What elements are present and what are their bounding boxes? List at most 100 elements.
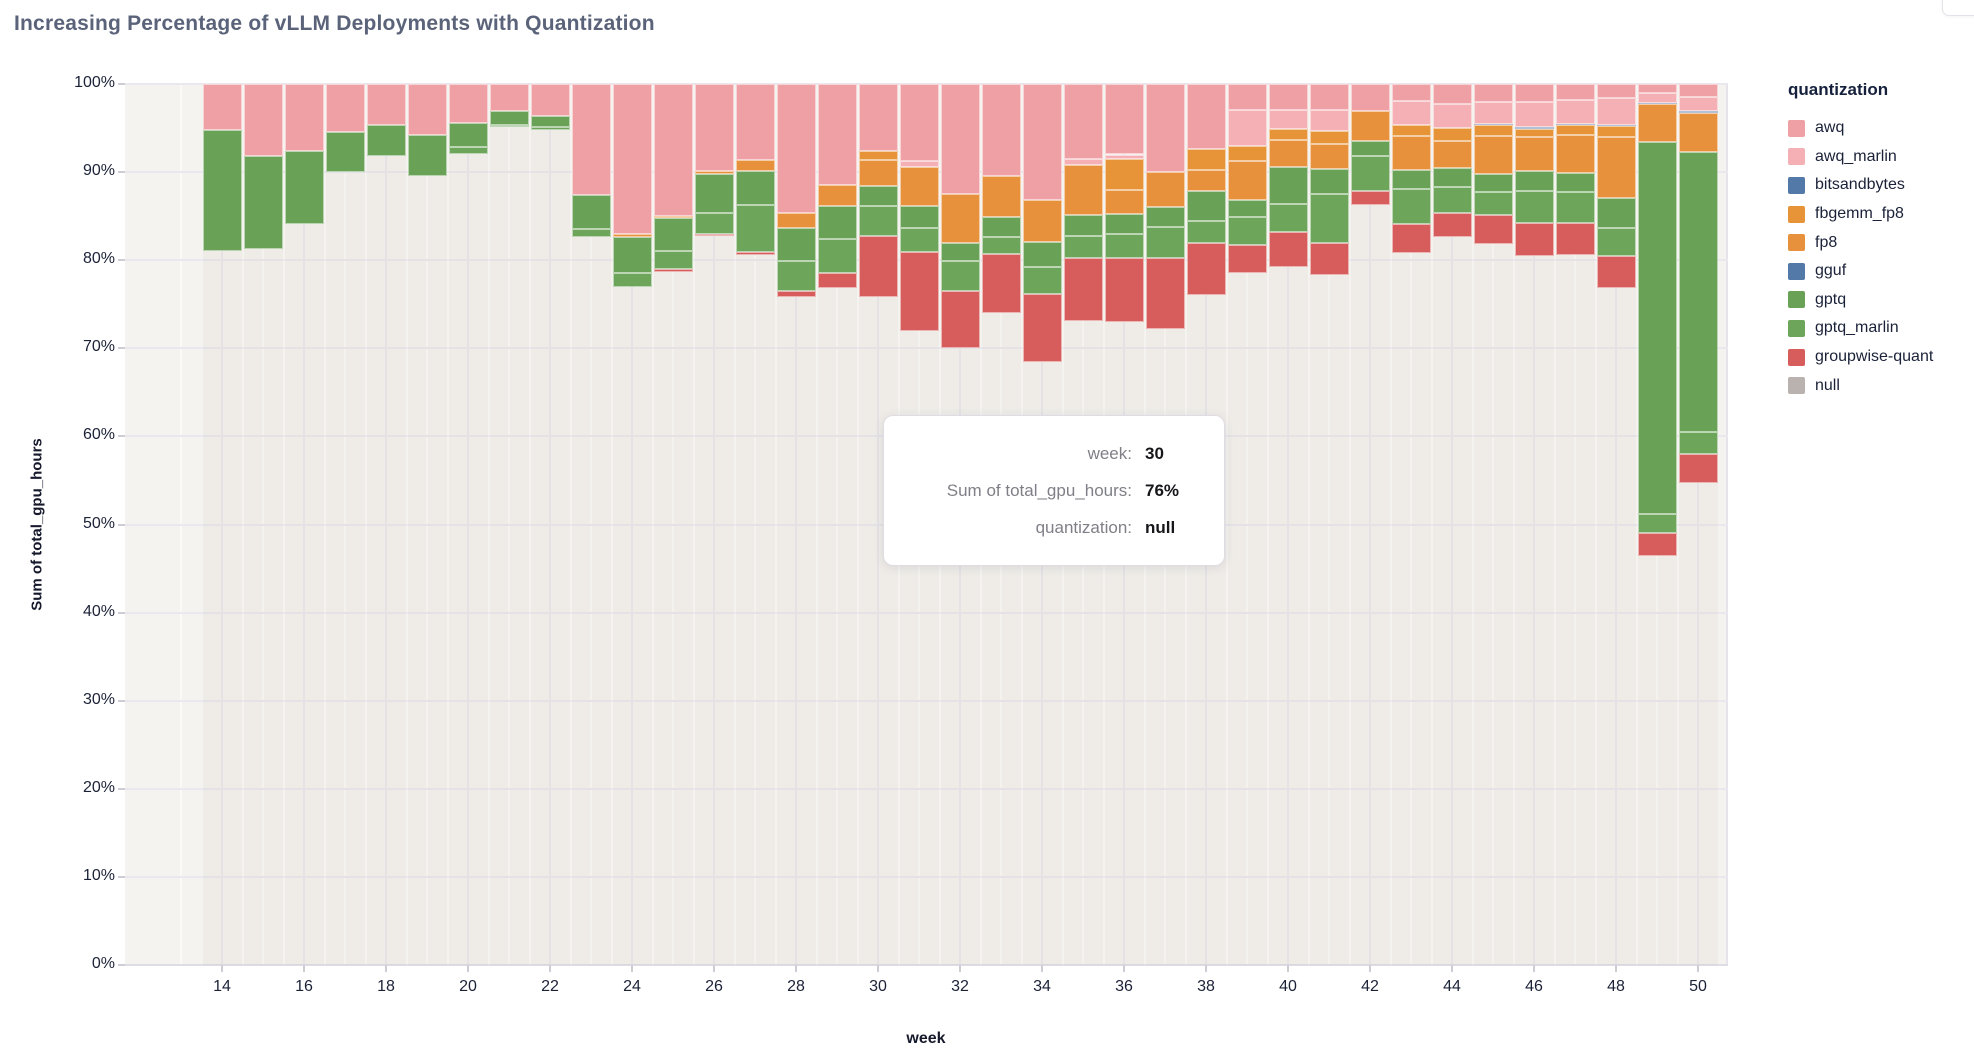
legend-item-gguf[interactable]: gguf <box>1788 257 1974 286</box>
segment-gptq-week-20[interactable] <box>448 122 488 148</box>
segment-fp8-week-48[interactable] <box>1596 136 1636 198</box>
segment-gptq-week-39[interactable] <box>1227 200 1267 218</box>
segment-gptq-week-46[interactable] <box>1514 171 1554 191</box>
segment-gptq_marlin-week-28[interactable] <box>776 261 816 292</box>
bar-week-16[interactable] <box>284 84 324 965</box>
segment-fp8-week-41[interactable] <box>1309 143 1349 170</box>
segment-fbgemm_fp8-week-38[interactable] <box>1186 149 1226 171</box>
segment-gptq-week-22[interactable] <box>530 115 570 128</box>
segment-null-week-23[interactable] <box>571 237 611 965</box>
segment-groupwise-quant-week-32[interactable] <box>940 291 980 349</box>
segment-groupwise-quant-week-44[interactable] <box>1432 212 1472 238</box>
segment-gptq_marlin-week-21[interactable] <box>489 124 529 128</box>
segment-fp8-week-31[interactable] <box>899 166 939 207</box>
segment-groupwise-quant-week-25[interactable] <box>653 269 693 272</box>
segment-null-week-43[interactable] <box>1391 253 1431 965</box>
bar-week-30[interactable] <box>858 84 898 965</box>
segment-fp8-week-34[interactable] <box>1022 200 1062 242</box>
segment-gptq_marlin-week-37[interactable] <box>1145 226 1185 258</box>
segment-groupwise-quant-week-37[interactable] <box>1145 257 1185 329</box>
segment-null-week-49[interactable] <box>1637 556 1677 965</box>
segment-awq-week-49[interactable] <box>1637 84 1677 93</box>
segment-null-week-16[interactable] <box>284 224 324 965</box>
bar-week-42[interactable] <box>1350 84 1390 965</box>
segment-fp8-week-33[interactable] <box>981 175 1021 218</box>
segment-gptq_marlin-week-48[interactable] <box>1596 227 1636 256</box>
segment-gptq_marlin-week-49[interactable] <box>1637 513 1677 534</box>
segment-awq_marlin-week-41[interactable] <box>1309 110 1349 131</box>
segment-null-week-45[interactable] <box>1473 244 1513 965</box>
segment-gptq_marlin-week-34[interactable] <box>1022 267 1062 294</box>
segment-groupwise-quant-week-49[interactable] <box>1637 533 1677 557</box>
segment-awq_marlin-week-45[interactable] <box>1473 101 1513 124</box>
legend-item-gptq[interactable]: gptq <box>1788 286 1974 315</box>
segment-bitsandbytes-week-50[interactable] <box>1678 111 1718 114</box>
segment-groupwise-quant-week-35[interactable] <box>1063 257 1103 321</box>
segment-gptq_marlin-week-38[interactable] <box>1186 220 1226 243</box>
segment-null-week-14[interactable] <box>202 251 242 965</box>
segment-null-week-50[interactable] <box>1678 483 1718 965</box>
segment-fp8-week-32[interactable] <box>940 194 980 243</box>
bar-week-28[interactable] <box>776 84 816 965</box>
segment-groupwise-quant-week-41[interactable] <box>1309 242 1349 276</box>
segment-awq_marlin-week-49[interactable] <box>1637 92 1677 103</box>
segment-groupwise-quant-week-29[interactable] <box>817 272 857 288</box>
segment-gptq-week-26[interactable] <box>694 173 734 213</box>
bar-week-25[interactable] <box>653 84 693 965</box>
segment-awq_marlin-week-43[interactable] <box>1391 100 1431 125</box>
segment-awq-week-31[interactable] <box>899 84 939 161</box>
segment-gptq-week-14[interactable] <box>202 129 242 252</box>
segment-null-week-44[interactable] <box>1432 237 1472 965</box>
segment-gptq_marlin-week-29[interactable] <box>817 239 857 273</box>
segment-awq-week-40[interactable] <box>1268 84 1308 111</box>
segment-gptq-week-17[interactable] <box>325 131 365 173</box>
segment-gptq-week-38[interactable] <box>1186 190 1226 221</box>
segment-gptq-week-30[interactable] <box>858 186 898 207</box>
bar-week-38[interactable] <box>1186 84 1226 965</box>
legend-item-awq[interactable]: awq <box>1788 114 1974 143</box>
segment-awq-week-42[interactable] <box>1350 84 1390 112</box>
segment-fp8-week-47[interactable] <box>1555 135 1595 173</box>
segment-bitsandbytes-week-49[interactable] <box>1637 102 1677 105</box>
bar-week-14[interactable] <box>202 84 242 965</box>
segment-fp8-week-45[interactable] <box>1473 136 1513 174</box>
bar-week-44[interactable] <box>1432 84 1472 965</box>
segment-fbgemm_fp8-week-36[interactable] <box>1104 158 1144 190</box>
segment-gptq-week-43[interactable] <box>1391 170 1431 189</box>
segment-awq-week-29[interactable] <box>817 84 857 186</box>
segment-gptq-week-25[interactable] <box>653 217 693 251</box>
segment-groupwise-quant-week-26[interactable] <box>694 233 734 236</box>
segment-awq-week-35[interactable] <box>1063 84 1103 159</box>
segment-gptq-week-24[interactable] <box>612 237 652 273</box>
segment-null-week-47[interactable] <box>1555 254 1595 965</box>
segment-groupwise-quant-week-47[interactable] <box>1555 223 1595 255</box>
segment-fp8-week-27[interactable] <box>735 159 775 172</box>
segment-gptq_marlin-week-24[interactable] <box>612 272 652 287</box>
bar-week-45[interactable] <box>1473 84 1513 965</box>
segment-gptq_marlin-week-46[interactable] <box>1514 190 1554 224</box>
segment-bitsandbytes-week-45[interactable] <box>1473 123 1513 126</box>
segment-null-week-15[interactable] <box>243 248 283 965</box>
segment-gptq-week-34[interactable] <box>1022 241 1062 268</box>
segment-awq-week-21[interactable] <box>489 84 529 112</box>
segment-gptq-week-27[interactable] <box>735 171 775 205</box>
segment-gptq_marlin-week-31[interactable] <box>899 227 939 253</box>
segment-gptq-week-40[interactable] <box>1268 166 1308 204</box>
segment-bitsandbytes-week-48[interactable] <box>1596 124 1636 127</box>
segment-awq_marlin-week-31[interactable] <box>899 160 939 167</box>
legend-item-fp8[interactable]: fp8 <box>1788 228 1974 257</box>
segment-gptq-week-23[interactable] <box>571 195 611 230</box>
segment-fbgemm_fp8-week-41[interactable] <box>1309 130 1349 144</box>
segment-fbgemm_fp8-week-45[interactable] <box>1473 125 1513 136</box>
segment-gptq_marlin-week-47[interactable] <box>1555 192 1595 224</box>
segment-gptq_marlin-week-27[interactable] <box>735 204 775 253</box>
segment-gptq-week-31[interactable] <box>899 206 939 228</box>
segment-awq_marlin-week-36[interactable] <box>1104 154 1144 159</box>
legend-item-bitsandbytes[interactable]: bitsandbytes <box>1788 171 1974 200</box>
segment-null-week-19[interactable] <box>407 175 447 965</box>
segment-gptq-week-16[interactable] <box>284 150 324 225</box>
segment-awq-week-32[interactable] <box>940 84 980 195</box>
segment-fp8-week-30[interactable] <box>858 159 898 187</box>
segment-bitsandbytes-week-47[interactable] <box>1555 123 1595 126</box>
segment-gptq_marlin-week-32[interactable] <box>940 261 980 292</box>
